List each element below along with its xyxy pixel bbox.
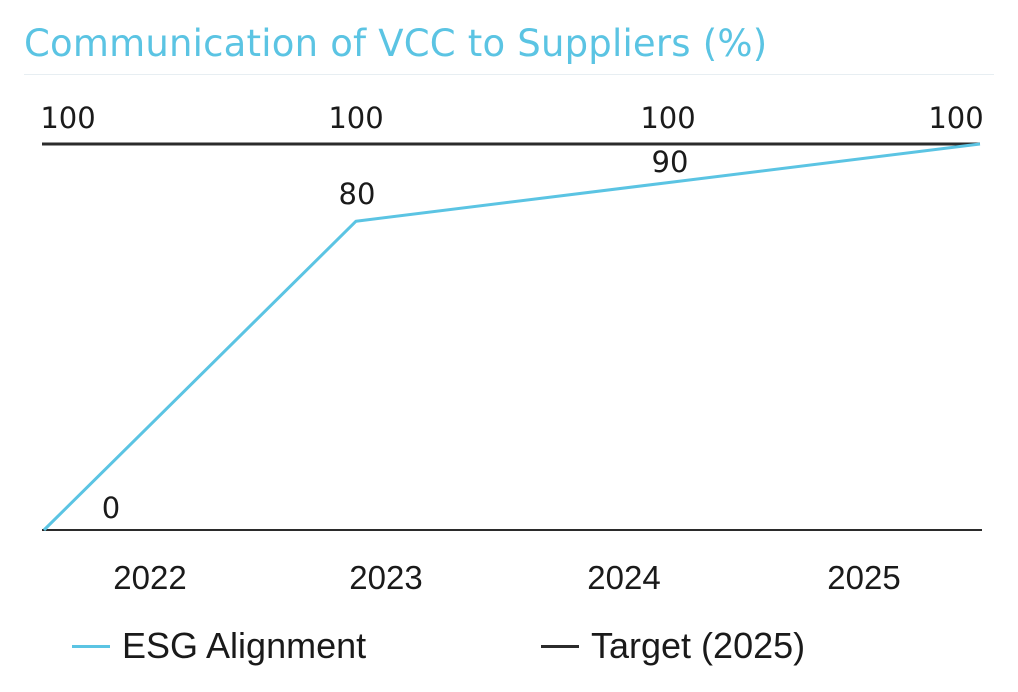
legend-label-esg-alignment: ESG Alignment bbox=[122, 625, 367, 666]
legend-label-target: Target (2025) bbox=[591, 625, 806, 666]
data-label-target: 100 bbox=[328, 101, 383, 135]
x-tick-label: 2023 bbox=[349, 559, 422, 596]
legend-swatch-esg-alignment bbox=[72, 644, 110, 648]
chart-legend: ESG Alignment Target (2025) bbox=[0, 618, 1018, 674]
data-label-target: 100 bbox=[40, 101, 95, 135]
data-label-esg-alignment: 80 bbox=[339, 177, 376, 211]
chart-title: Communication of VCC to Suppliers (%) bbox=[24, 22, 768, 65]
data-label-esg-alignment: 0 bbox=[102, 491, 120, 525]
data-label-esg-alignment: 90 bbox=[652, 145, 689, 179]
legend-item-esg-alignment: ESG Alignment bbox=[72, 618, 366, 674]
data-label-target: 100 bbox=[928, 101, 983, 135]
data-label-target: 100 bbox=[640, 101, 695, 135]
x-tick-label: 2022 bbox=[113, 559, 186, 596]
x-tick-label: 2024 bbox=[587, 559, 660, 596]
legend-swatch-target bbox=[541, 644, 579, 648]
title-divider bbox=[24, 74, 994, 75]
x-tick-label: 2025 bbox=[827, 559, 900, 596]
series-line-esg-alignment bbox=[42, 142, 981, 532]
legend-item-target: Target (2025) bbox=[541, 618, 805, 674]
